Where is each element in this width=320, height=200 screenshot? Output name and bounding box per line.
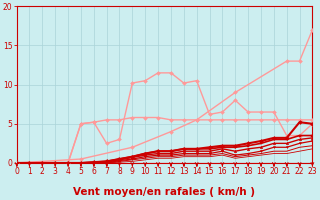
X-axis label: Vent moyen/en rafales ( km/h ): Vent moyen/en rafales ( km/h )	[74, 187, 255, 197]
